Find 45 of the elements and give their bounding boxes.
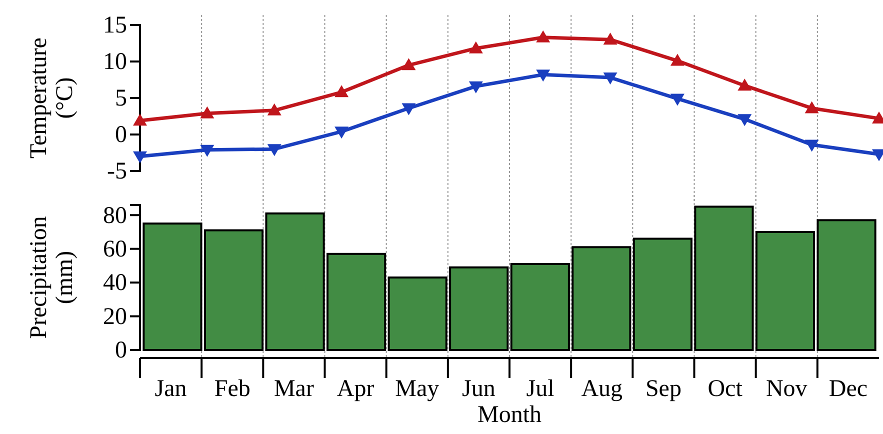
x-tick-label: Feb <box>214 376 250 402</box>
y-tick-label: 60 <box>103 236 127 263</box>
point <box>804 140 819 152</box>
x-tick-label: Mar <box>274 376 314 402</box>
x-tick-label: Dec <box>828 376 868 402</box>
y-axis-title: Temperature (°C) <box>26 38 78 158</box>
point <box>200 144 214 157</box>
y-tick-label: -5 <box>107 158 127 185</box>
point <box>536 30 550 42</box>
point <box>402 103 416 116</box>
x-tick-label: Sep <box>645 376 682 402</box>
x-tick-label: Nov <box>766 376 808 402</box>
point <box>334 85 349 98</box>
x-tick-label: Jun <box>462 376 496 402</box>
point <box>603 32 618 45</box>
y-tick-label: 80 <box>103 202 127 229</box>
x-tick-label: May <box>395 376 440 402</box>
y-axis-title: Precipitation (mm) <box>26 216 78 339</box>
x-tick-label: Aug <box>581 376 623 402</box>
point <box>468 41 483 54</box>
y-tick-label: 40 <box>103 270 127 296</box>
point <box>334 126 349 139</box>
x-tick-label: Apr <box>336 376 374 402</box>
point <box>200 106 214 118</box>
y-tick-label: 10 <box>103 49 127 76</box>
point <box>670 54 684 66</box>
x-axis-title: Month <box>477 402 542 428</box>
y-tick-label: 15 <box>103 12 127 39</box>
point <box>133 114 147 126</box>
y-tick-label: 20 <box>103 304 127 330</box>
point <box>267 144 282 156</box>
point <box>738 78 752 91</box>
point <box>804 101 819 114</box>
point <box>133 151 147 164</box>
point <box>468 81 483 94</box>
x-tick-label: Jan <box>154 376 187 402</box>
x-tick-label: Jul <box>526 376 555 402</box>
point <box>402 58 416 70</box>
point <box>670 94 684 106</box>
y-tick-label: 0 <box>115 338 127 364</box>
y-tick-label: 5 <box>115 86 127 112</box>
point <box>267 103 282 116</box>
point <box>738 114 752 126</box>
y-tick-label: 0 <box>115 122 127 148</box>
x-tick-label: Oct <box>708 376 743 402</box>
